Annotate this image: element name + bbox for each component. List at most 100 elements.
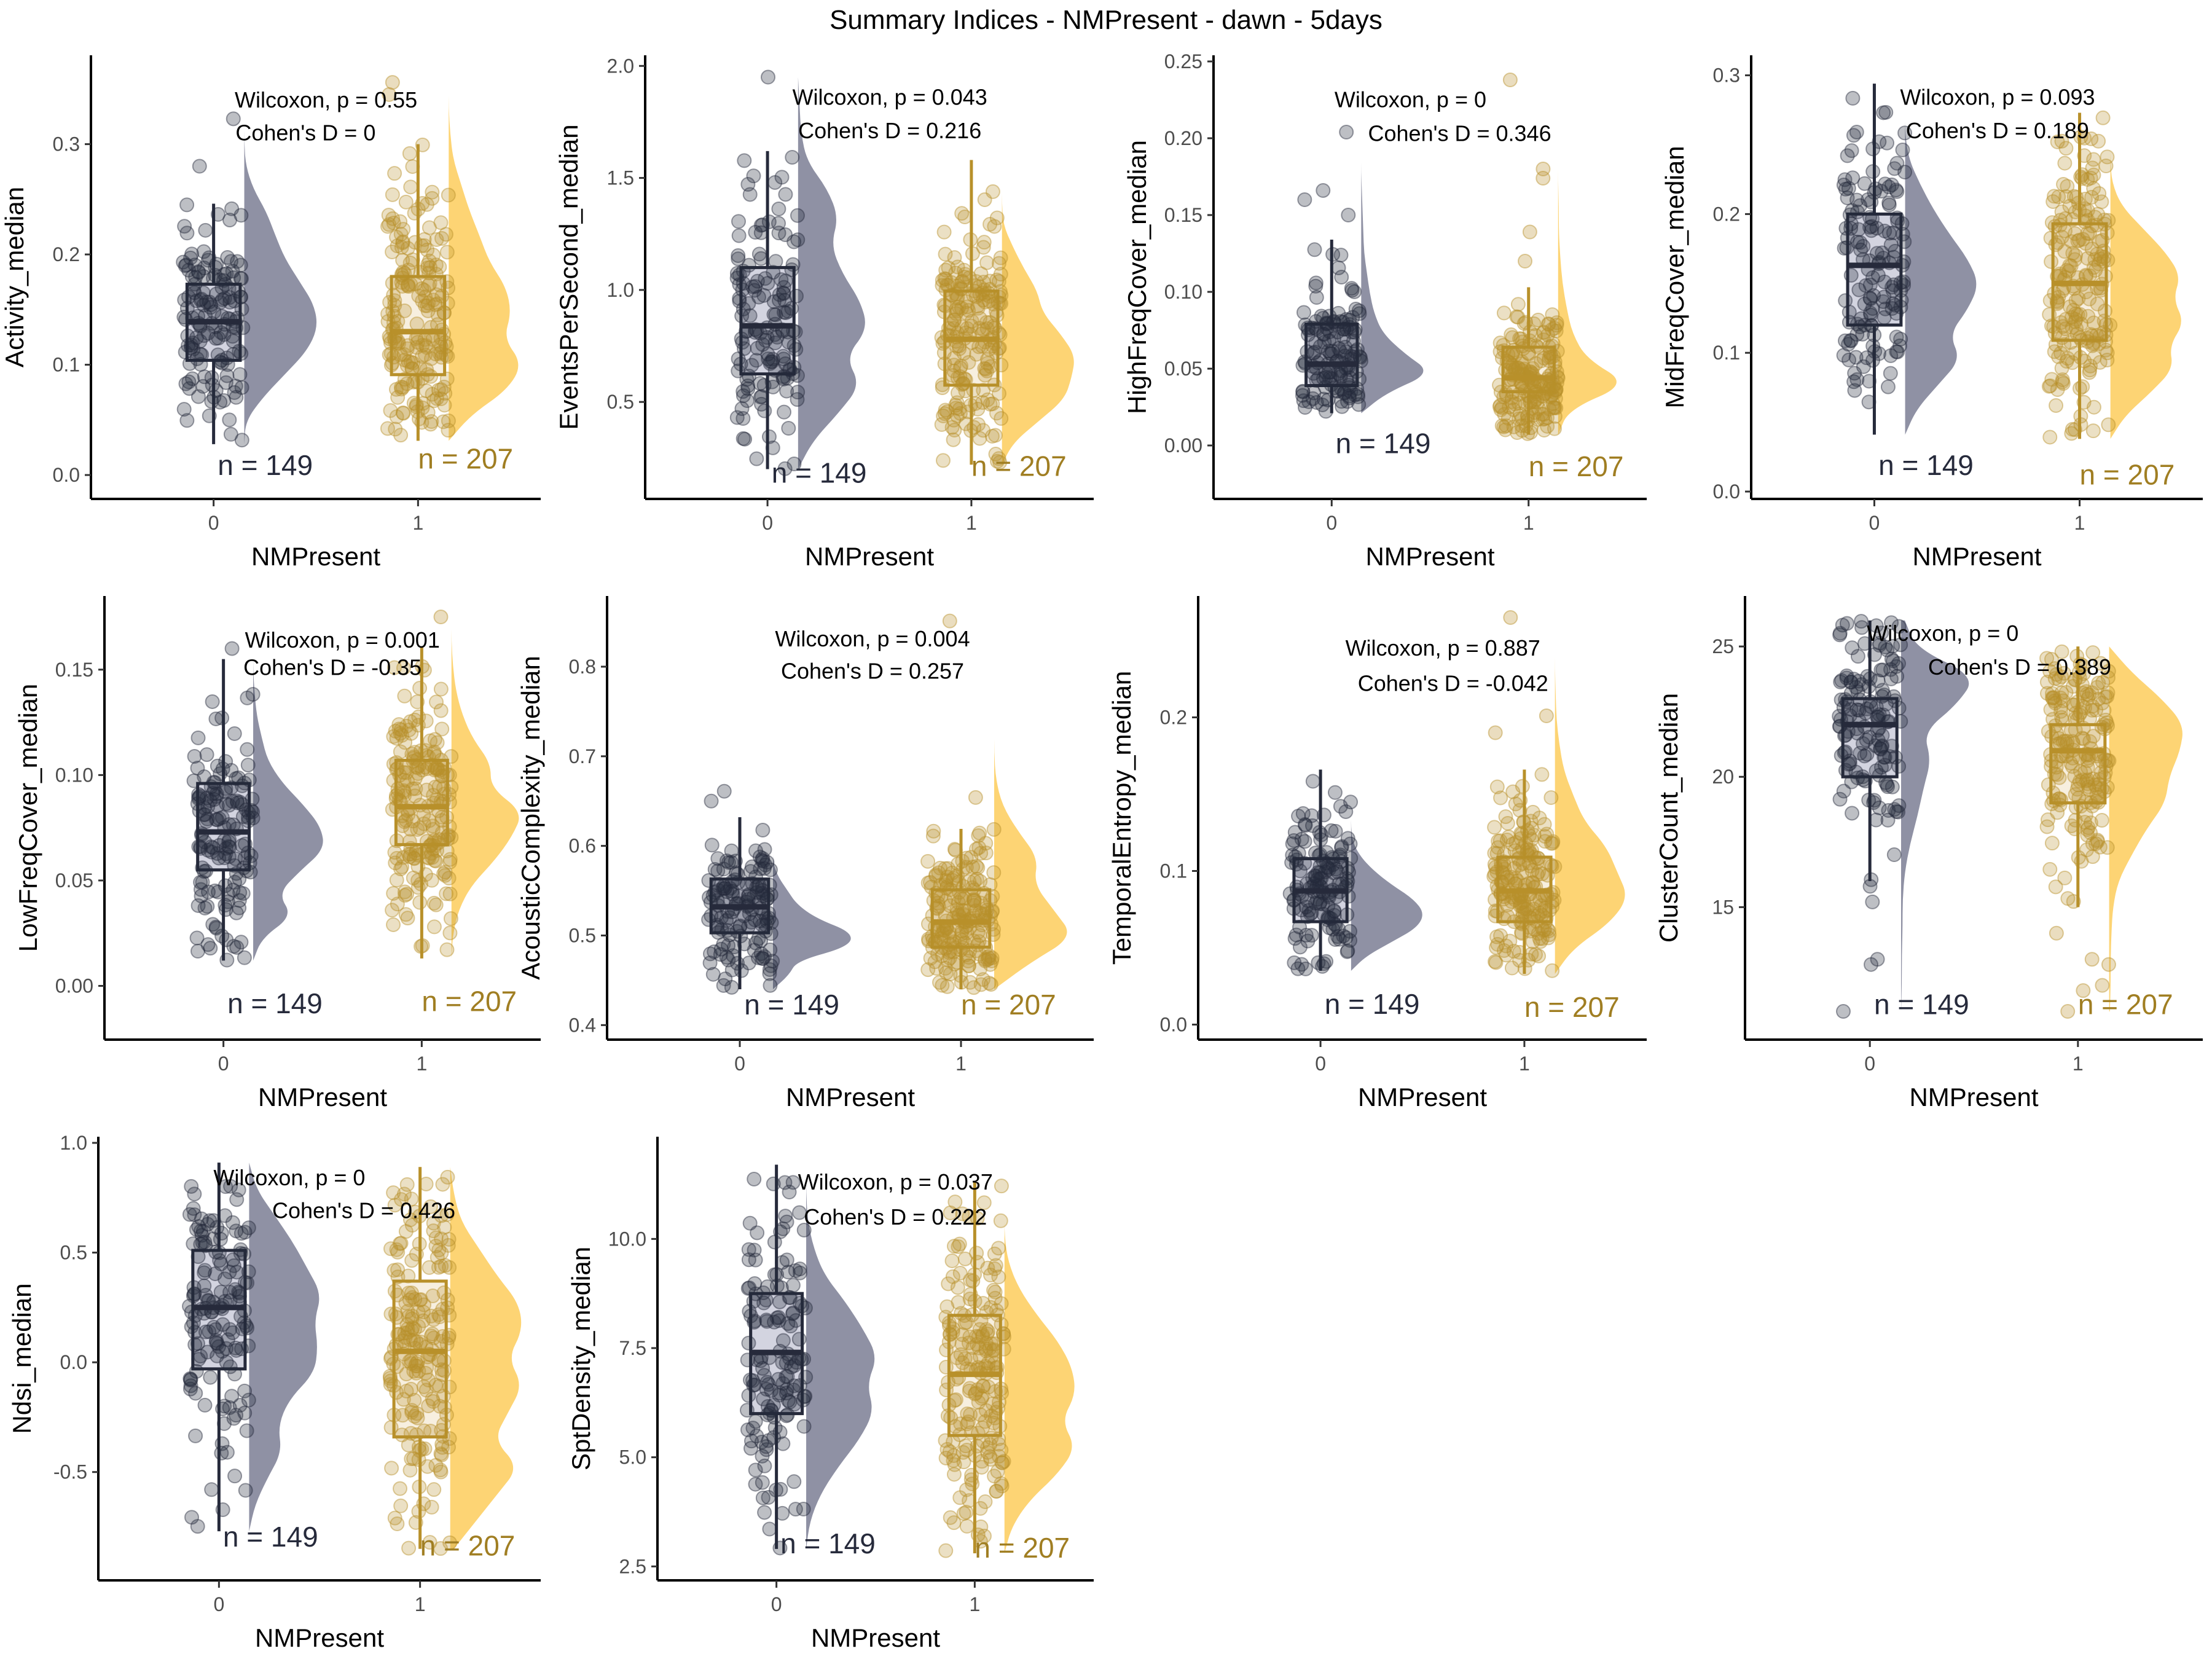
data-point <box>939 277 955 292</box>
data-point <box>434 1258 449 1274</box>
data-point <box>944 275 959 290</box>
data-point <box>951 1295 966 1310</box>
data-point <box>1352 371 1367 386</box>
data-point <box>429 843 445 858</box>
cohens-d-annotation: Cohen's D = 0.426 <box>272 1198 455 1223</box>
data-point <box>986 865 1002 880</box>
data-point <box>395 235 410 251</box>
data-point <box>1324 823 1339 838</box>
panel-highfreqcover-median: 0.00 0.05 0.10 0.15 0.20 0.25 0 1 NMPresent HighF… <box>1123 50 1647 571</box>
data-point <box>1832 626 1848 641</box>
data-point <box>208 383 224 398</box>
data-point <box>181 289 196 305</box>
data-point <box>972 825 987 841</box>
data-point <box>237 1405 253 1421</box>
data-point <box>1325 857 1341 873</box>
data-point <box>991 325 1006 340</box>
data-point <box>212 354 227 369</box>
y-axis-title: HighFreqCover_median <box>1123 140 1151 414</box>
data-point <box>210 206 226 222</box>
data-point <box>1839 240 1854 256</box>
data-point <box>187 285 202 300</box>
y-tick-label: 0.5 <box>607 391 634 413</box>
data-point <box>750 1225 765 1241</box>
data-point <box>938 282 954 297</box>
data-point <box>388 723 403 739</box>
wilcoxon-annotation: Wilcoxon, p = 0.001 <box>245 627 440 653</box>
data-point <box>775 1505 790 1521</box>
data-point <box>2044 836 2060 851</box>
data-point <box>741 296 756 311</box>
data-point <box>2072 707 2087 723</box>
data-point <box>989 406 1005 421</box>
data-point <box>195 378 211 394</box>
data-point <box>716 879 732 894</box>
x-tick-label: 1 <box>412 512 423 534</box>
data-point <box>213 272 228 288</box>
data-point <box>415 137 430 152</box>
data-point <box>1287 931 1303 946</box>
data-point <box>387 1284 402 1299</box>
data-point <box>203 1370 218 1385</box>
data-point <box>948 401 963 416</box>
data-point <box>401 279 416 294</box>
data-point <box>2051 791 2066 807</box>
data-point <box>422 253 437 269</box>
data-point <box>383 358 399 373</box>
data-point <box>221 281 237 296</box>
data-point <box>978 361 994 377</box>
data-point <box>389 1310 404 1325</box>
data-point <box>936 304 952 320</box>
data-point <box>219 368 235 383</box>
data-point <box>1843 268 1859 283</box>
data-point <box>1508 347 1523 363</box>
wilcoxon-annotation: Wilcoxon, p = 0 <box>1335 87 1486 112</box>
data-point <box>731 351 746 366</box>
n-label: n = 149 <box>218 449 313 481</box>
data-point <box>390 313 406 329</box>
data-point <box>407 235 423 250</box>
data-point <box>414 1335 429 1350</box>
n-label: n = 207 <box>418 442 513 474</box>
x-axis-title: NMPresent <box>1912 542 2041 571</box>
data-point <box>1857 774 1873 789</box>
data-point <box>2050 294 2065 310</box>
data-point <box>987 219 1002 234</box>
y-axis-title: LowFreqCover_median <box>14 684 42 952</box>
data-point <box>1845 90 1861 106</box>
data-point <box>960 404 976 420</box>
data-point <box>941 278 956 293</box>
half-violin <box>798 77 865 469</box>
data-point <box>190 389 206 404</box>
y-tick-label: 20 <box>1712 766 1734 788</box>
data-point <box>969 1245 984 1261</box>
outlier-point <box>1502 73 1518 87</box>
data-point <box>768 254 783 269</box>
group-0: n = 149 <box>1295 125 1430 460</box>
y-tick-label: 0.4 <box>569 1014 596 1036</box>
data-point <box>204 370 219 385</box>
data-point <box>400 278 415 293</box>
outlier-point <box>704 793 719 809</box>
data-point <box>747 1171 762 1186</box>
data-point <box>745 279 761 294</box>
data-point <box>1845 640 1860 656</box>
data-point <box>1327 785 1343 800</box>
y-tick-label: 7.5 <box>619 1337 646 1359</box>
data-point <box>759 1312 774 1328</box>
wilcoxon-annotation: Wilcoxon, p = 0.093 <box>1900 85 2095 110</box>
cohens-d-annotation: Cohen's D = 0.389 <box>1928 654 2111 680</box>
data-point <box>2065 759 2080 774</box>
group-0: n = 149 <box>1836 84 1977 481</box>
data-point <box>1862 277 1878 292</box>
wilcoxon-annotation: Wilcoxon, p = 0.037 <box>798 1169 993 1194</box>
data-point <box>180 328 195 343</box>
data-point <box>786 359 802 375</box>
data-point <box>982 893 998 908</box>
data-point <box>1838 293 1853 308</box>
data-point <box>963 423 979 438</box>
data-point <box>2039 686 2055 701</box>
data-point <box>436 1285 452 1300</box>
data-point <box>987 1246 1002 1261</box>
